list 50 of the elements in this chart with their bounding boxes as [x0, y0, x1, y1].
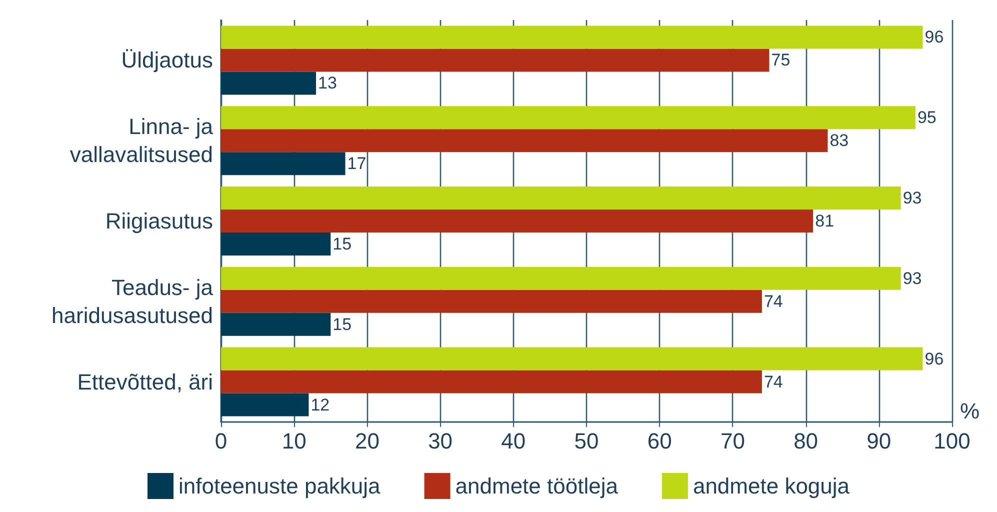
- bar: [221, 106, 916, 130]
- y-tick-label: Ettevõtted, äri: [77, 369, 213, 394]
- y-tick-label: Üldjaotus: [121, 48, 213, 73]
- x-tick-label: 30: [428, 428, 453, 454]
- x-tick-label: 10: [282, 428, 306, 454]
- x-tick-label: 40: [501, 428, 526, 454]
- bar: [221, 48, 770, 72]
- x-tick-label: 20: [354, 428, 380, 454]
- x-tick-label: 90: [866, 428, 892, 454]
- x-tick-label: 0: [214, 428, 228, 454]
- data-label: 74: [764, 372, 783, 392]
- data-label: 96: [924, 28, 944, 47]
- y-tick-label: Linna- ja vallavalitsused: [70, 114, 214, 168]
- data-label: 93: [902, 188, 922, 208]
- bar: [221, 393, 309, 416]
- bar: [221, 26, 923, 49]
- x-tick-label: 100: [934, 428, 970, 454]
- bar: [221, 266, 901, 290]
- data-label: 75: [771, 50, 790, 70]
- bar: [221, 210, 814, 232]
- data-label: 93: [902, 268, 922, 288]
- data-label: 74: [764, 292, 783, 311]
- y-tick-label: Riigiasutus: [105, 208, 213, 234]
- x-tick-label: 60: [647, 428, 672, 454]
- legend-label: infoteenuste pakkuja: [178, 474, 382, 498]
- data-label: 96: [924, 349, 944, 368]
- data-label: 83: [830, 131, 849, 150]
- data-label: 15: [332, 314, 352, 334]
- bar: [221, 152, 346, 176]
- legend-label: andmete koguja: [692, 474, 850, 498]
- data-label: 15: [332, 234, 352, 254]
- bar: [221, 370, 762, 394]
- y-tick-label: Teadus- ja haridusasutused: [52, 274, 214, 328]
- bar: [221, 186, 901, 210]
- data-label: 81: [815, 212, 834, 230]
- data-label: 13: [318, 74, 337, 93]
- x-tick-label: 70: [720, 428, 745, 454]
- legend-label: andmete töötleja: [455, 474, 619, 498]
- data-label: 95: [917, 108, 936, 128]
- x-axis-title: %: [960, 398, 980, 424]
- x-tick-label: 50: [574, 428, 599, 454]
- x-tick-label: 80: [794, 428, 818, 454]
- bar: [221, 232, 331, 256]
- bar: [221, 312, 331, 336]
- data-label: 12: [310, 395, 330, 414]
- bar: [221, 290, 762, 313]
- bar: [221, 72, 316, 95]
- bar: [221, 347, 923, 370]
- data-label: 17: [347, 154, 366, 174]
- bar: [221, 129, 828, 152]
